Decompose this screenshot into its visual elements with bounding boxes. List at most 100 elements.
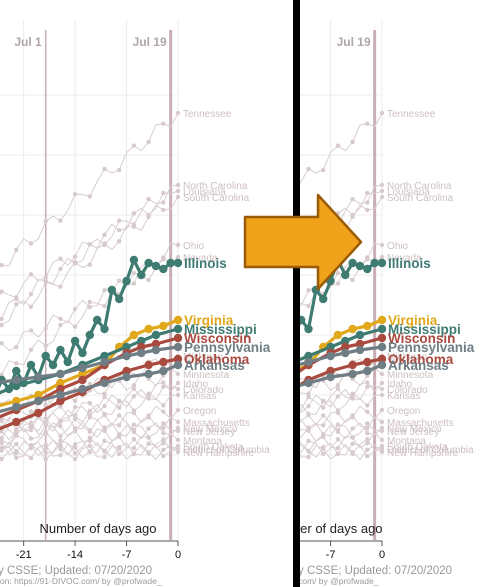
series-point-ohio [58, 322, 63, 328]
series-point-pennsylvania [34, 372, 43, 382]
series-point-new-hampshire [335, 451, 341, 456]
series-label-michigan: Michigan [183, 352, 223, 363]
series-line-tennessee [300, 112, 383, 185]
series-point-new-hampshire [102, 454, 107, 460]
highlighted-series: Illinois VirginiaMississippiWisconsinPenn… [0, 255, 271, 431]
series-point-louisiana [175, 188, 181, 194]
series-line-district-of-columbia [300, 441, 383, 459]
series-point-new-mexico [131, 429, 137, 435]
series-point-new-jersey [0, 418, 4, 424]
series-point-illinois [56, 345, 65, 355]
series-point-arkansas [144, 369, 153, 379]
series-point-ohio [335, 281, 341, 286]
highlighted-series: Illinois VirginiaMississippiWisconsinPenn… [300, 255, 475, 388]
series-point-ohio [379, 242, 385, 248]
series-point-tennessee [161, 121, 166, 126]
series-point-oregon [306, 412, 311, 418]
series-point-oklahoma [348, 360, 357, 370]
right-arrow-icon [243, 193, 363, 291]
series-point-louisiana [58, 256, 63, 261]
series-line-south-dakota [300, 438, 383, 455]
series-point-mississippi [326, 342, 335, 352]
series-line-pennsylvania [300, 345, 383, 366]
series-point-north-carolina [0, 316, 4, 322]
series-point-pennsylvania [377, 342, 387, 352]
series-point-tennessee [43, 219, 48, 224]
series-label-pennsylvania: Pennsylvania [388, 340, 475, 355]
series-point-montana [131, 445, 137, 451]
series-point-new-jersey [365, 421, 370, 426]
series-point-new-jersey [306, 425, 311, 430]
series-label-colorado: Colorado [183, 385, 224, 396]
series-point-ohio [102, 303, 107, 309]
series-point-south-dakota [14, 450, 19, 455]
series-point-ohio [131, 281, 137, 286]
series-point-kansas [161, 403, 166, 408]
series-line-new-jersey [300, 422, 383, 438]
series-point-arkansas [304, 378, 313, 388]
series-point-arkansas [173, 360, 183, 370]
series-point-south-carolina [365, 207, 370, 213]
series-point-new-mexico [161, 430, 166, 436]
series-label-oklahoma: Oklahoma [388, 352, 454, 367]
series-point-wisconsin [151, 339, 161, 349]
series-line-mississippi [300, 327, 383, 362]
series-point-colorado [379, 386, 385, 392]
series-point-mississippi [137, 336, 146, 346]
series-point-virginia [56, 378, 65, 388]
series-point-nevada [335, 270, 341, 276]
series-point-montana [321, 434, 326, 439]
series-point-district-of-columbia [28, 455, 34, 461]
series-point-oregon [175, 407, 181, 413]
series-point-new-hampshire [72, 456, 78, 462]
series-point-south-carolina [379, 194, 385, 200]
series-point-montana [350, 435, 355, 440]
series-point-new-mexico [102, 428, 107, 433]
series-point-louisiana [0, 289, 4, 294]
series-point-minnesota [175, 371, 181, 377]
series-point-new-jersey [131, 422, 137, 427]
series-point-tennessee [175, 110, 181, 116]
series-point-arkansas [122, 372, 131, 382]
series-point-district-of-columbia [146, 441, 151, 446]
series-point-ohio [87, 299, 93, 305]
series-label-illinois: Illinois [184, 256, 227, 271]
series-point-new-mexico [306, 428, 311, 433]
series-point-massachusetts [117, 413, 122, 418]
series-point-mississippi [12, 381, 21, 391]
series-point-new-hampshire [365, 447, 370, 452]
series-point-idaho [335, 386, 341, 392]
series-label-idaho: Idaho [183, 379, 208, 390]
series-point-massachusetts [379, 419, 385, 425]
series-point-colorado [321, 398, 326, 404]
series-point-idaho [365, 380, 370, 385]
series-point-virginia [333, 330, 343, 340]
series-label-mississippi: Mississippi [388, 322, 461, 337]
series-label-district-of-columbia: District of Columbia [387, 445, 474, 456]
series-point-idaho [306, 394, 311, 400]
series-point-nevada [161, 255, 166, 260]
series-point-mississippi [122, 342, 131, 352]
date-marker-label: Jul 19 [337, 35, 371, 49]
series-point-ohio [43, 343, 48, 348]
series-point-pennsylvania [355, 345, 365, 355]
series-point-colorado [117, 398, 122, 404]
series-line-north-carolina [300, 184, 383, 246]
series-line-ohio [300, 242, 383, 307]
series-point-massachusetts [321, 413, 326, 418]
series-label-kansas: Kansas [183, 391, 216, 402]
series-label-oregon: Oregon [183, 406, 216, 417]
series-point-massachusetts [175, 419, 181, 425]
series-point-virginia [159, 321, 168, 331]
series-point-idaho [379, 380, 385, 386]
series-label-nevada: Nevada [183, 253, 218, 264]
series-point-colorado [72, 413, 78, 418]
series-point-nevada [43, 326, 48, 331]
series-point-idaho [131, 386, 137, 392]
series-point-south-dakota [321, 451, 326, 457]
series-point-oklahoma [122, 366, 131, 376]
series-point-pennsylvania [151, 345, 161, 355]
series-label-montana: Montana [183, 436, 222, 447]
series-point-tennessee [146, 139, 151, 145]
